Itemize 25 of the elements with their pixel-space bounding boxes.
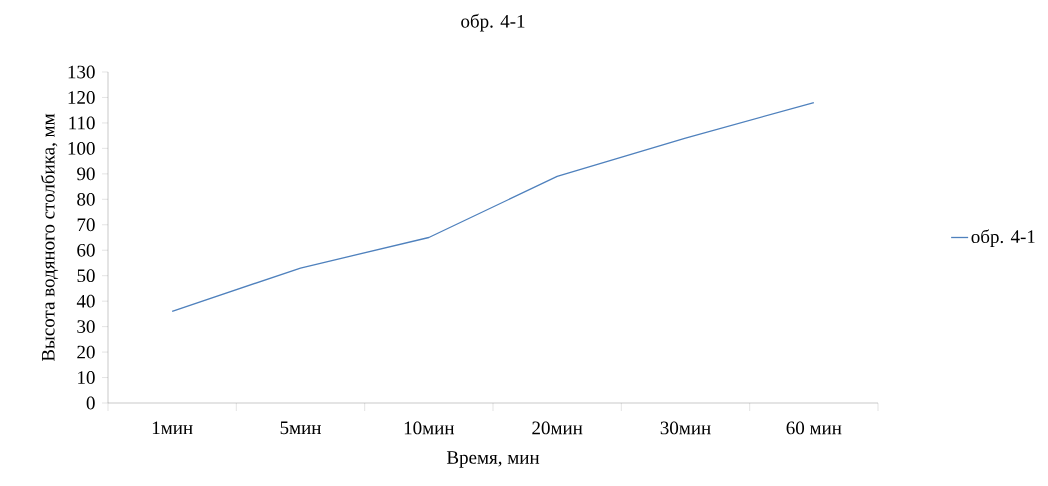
y-tick-label: 30 — [77, 320, 95, 334]
x-tick-label: 5мин — [280, 421, 321, 435]
y-tick-label: 60 — [77, 243, 95, 257]
y-tick-label: 130 — [68, 65, 95, 79]
y-tick-label: 110 — [69, 116, 95, 130]
line-series — [171, 101, 815, 312]
y-tick-label: 70 — [77, 218, 95, 232]
y-tick-label: 90 — [77, 167, 95, 181]
x-axis-title: Время, мин — [446, 451, 540, 468]
y-tick-label: 20 — [77, 345, 95, 359]
y-tick-label: 120 — [68, 91, 95, 104]
y-axis-title: Высота водяного столбика, мм — [40, 113, 59, 362]
y-tick-label: 50 — [77, 269, 95, 283]
x-tick-label: 30мин — [660, 421, 711, 435]
legend-label: обр. 4-1 — [971, 229, 1035, 247]
x-tick-label: 1мин — [152, 421, 193, 435]
y-tick-label: 0 — [86, 396, 95, 410]
x-tick-label: 60 мин — [786, 421, 842, 435]
x-tick-label: 20мин — [532, 421, 583, 435]
y-tick-label: 40 — [76, 294, 95, 308]
x-tick-label: 10мин — [404, 421, 455, 435]
chart-title: обр. 4-1 — [461, 13, 525, 32]
y-tick-label: 10 — [78, 371, 95, 384]
y-tick-label: 100 — [68, 141, 95, 155]
y-tick-label: 80 — [77, 192, 95, 206]
